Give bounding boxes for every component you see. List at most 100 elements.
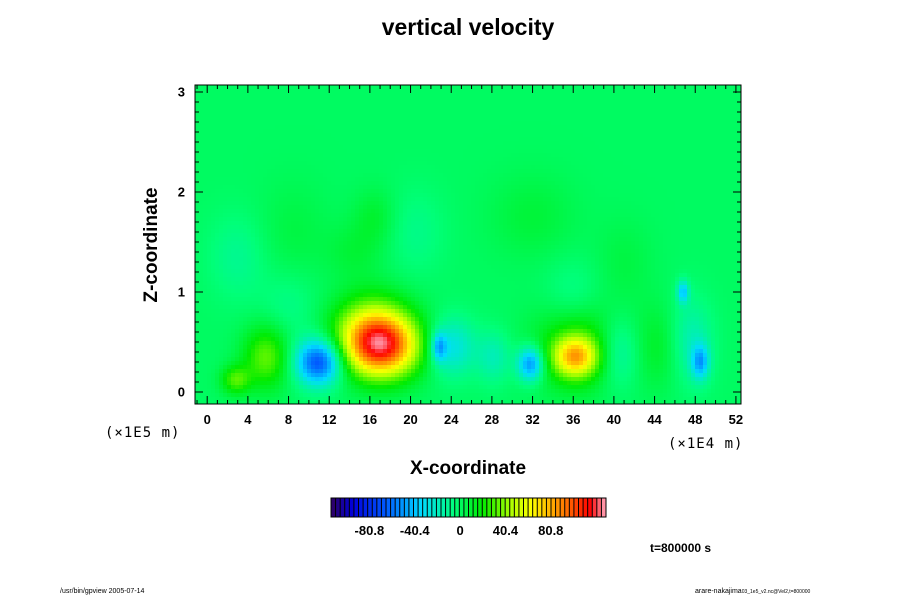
heatmap-cell	[467, 177, 472, 182]
heatmap-cell	[595, 225, 600, 230]
heatmap-cell	[551, 193, 556, 198]
heatmap-cell	[239, 193, 244, 198]
heatmap-cell	[439, 209, 444, 214]
heatmap-cell	[671, 217, 676, 222]
heatmap-cell	[243, 97, 248, 102]
heatmap-cell	[259, 93, 264, 98]
heatmap-cell	[447, 161, 452, 166]
heatmap-cell	[711, 205, 716, 210]
heatmap-cell	[571, 141, 576, 146]
heatmap-cell	[499, 161, 504, 166]
heatmap-cell	[499, 173, 504, 178]
heatmap-cell	[547, 177, 552, 182]
heatmap-cell	[315, 209, 320, 214]
heatmap-cell	[551, 141, 556, 146]
heatmap-cell	[223, 105, 228, 110]
heatmap-cell	[219, 125, 224, 130]
heatmap-cell	[595, 125, 600, 130]
heatmap-cell	[331, 217, 336, 222]
heatmap-cell	[343, 153, 348, 158]
heatmap-cell	[271, 113, 276, 118]
heatmap-cell	[395, 205, 400, 210]
heatmap-cell	[435, 141, 440, 146]
heatmap-cell	[351, 161, 356, 166]
heatmap-cell	[627, 117, 632, 122]
heatmap-cell	[723, 193, 728, 198]
heatmap-cell	[211, 141, 216, 146]
heatmap-cell	[607, 109, 612, 114]
heatmap-cell	[331, 181, 336, 186]
heatmap-cell	[647, 129, 652, 134]
heatmap-cell	[235, 193, 240, 198]
heatmap-cell	[719, 181, 724, 186]
heatmap-cell	[655, 201, 660, 206]
heatmap-cell	[679, 93, 684, 98]
heatmap-cell	[391, 181, 396, 186]
heatmap-cell	[287, 209, 292, 214]
heatmap-cell	[343, 85, 348, 90]
heatmap-cell	[283, 213, 288, 218]
heatmap-cell	[539, 113, 544, 118]
heatmap-cell	[327, 93, 332, 98]
heatmap-cell	[459, 193, 464, 198]
heatmap-cell	[587, 97, 592, 102]
heatmap-cell	[707, 89, 712, 94]
heatmap-cell	[223, 221, 228, 226]
heatmap-cell	[455, 133, 460, 138]
heatmap-cell	[207, 125, 212, 130]
heatmap-cell	[543, 205, 548, 210]
heatmap-cell	[699, 153, 704, 158]
heatmap-cell	[515, 105, 520, 110]
heatmap-cell	[671, 133, 676, 138]
heatmap-cell	[503, 117, 508, 122]
heatmap-cell	[507, 205, 512, 210]
heatmap-cell	[671, 213, 676, 218]
heatmap-cell	[363, 185, 368, 190]
heatmap-cell	[363, 177, 368, 182]
heatmap-cell	[395, 193, 400, 198]
heatmap-cell	[455, 217, 460, 222]
heatmap-cell	[203, 121, 208, 126]
heatmap-cell	[215, 157, 220, 162]
heatmap-cell	[475, 169, 480, 174]
heatmap-cell	[435, 197, 440, 202]
heatmap-cell	[731, 193, 736, 198]
heatmap-cell	[643, 121, 648, 126]
heatmap-cell	[711, 145, 716, 150]
heatmap-cell	[551, 205, 556, 210]
heatmap-cell	[303, 93, 308, 98]
heatmap-cell	[315, 89, 320, 94]
heatmap-cell	[467, 97, 472, 102]
heatmap-cell	[515, 121, 520, 126]
heatmap-cell	[331, 85, 336, 90]
heatmap-cell	[291, 97, 296, 102]
heatmap-cell	[387, 169, 392, 174]
heatmap-cell	[739, 113, 742, 118]
heatmap-cell	[547, 97, 552, 102]
heatmap-cell	[307, 173, 312, 178]
heatmap-cell	[679, 173, 684, 178]
heatmap-cell	[499, 217, 504, 222]
heatmap-cell	[383, 213, 388, 218]
heatmap-cell	[291, 177, 296, 182]
heatmap-cell	[371, 125, 376, 130]
heatmap-cell	[479, 129, 484, 134]
heatmap-cell	[239, 165, 244, 170]
heatmap-cell	[723, 201, 728, 206]
heatmap-cell	[255, 89, 260, 94]
heatmap-cell	[447, 145, 452, 150]
heatmap-cell	[387, 141, 392, 146]
heatmap-cell	[667, 149, 672, 154]
heatmap-cell	[583, 169, 588, 174]
heatmap-cell	[731, 205, 736, 210]
heatmap-cell	[395, 157, 400, 162]
heatmap-cell	[659, 181, 664, 186]
heatmap-cell	[723, 181, 728, 186]
heatmap-cell	[295, 97, 300, 102]
heatmap-cell	[595, 161, 600, 166]
heatmap-cell	[711, 109, 716, 114]
heatmap-cell	[587, 185, 592, 190]
heatmap-cell	[343, 165, 348, 170]
heatmap-cell	[399, 213, 404, 218]
heatmap-cell	[579, 97, 584, 102]
